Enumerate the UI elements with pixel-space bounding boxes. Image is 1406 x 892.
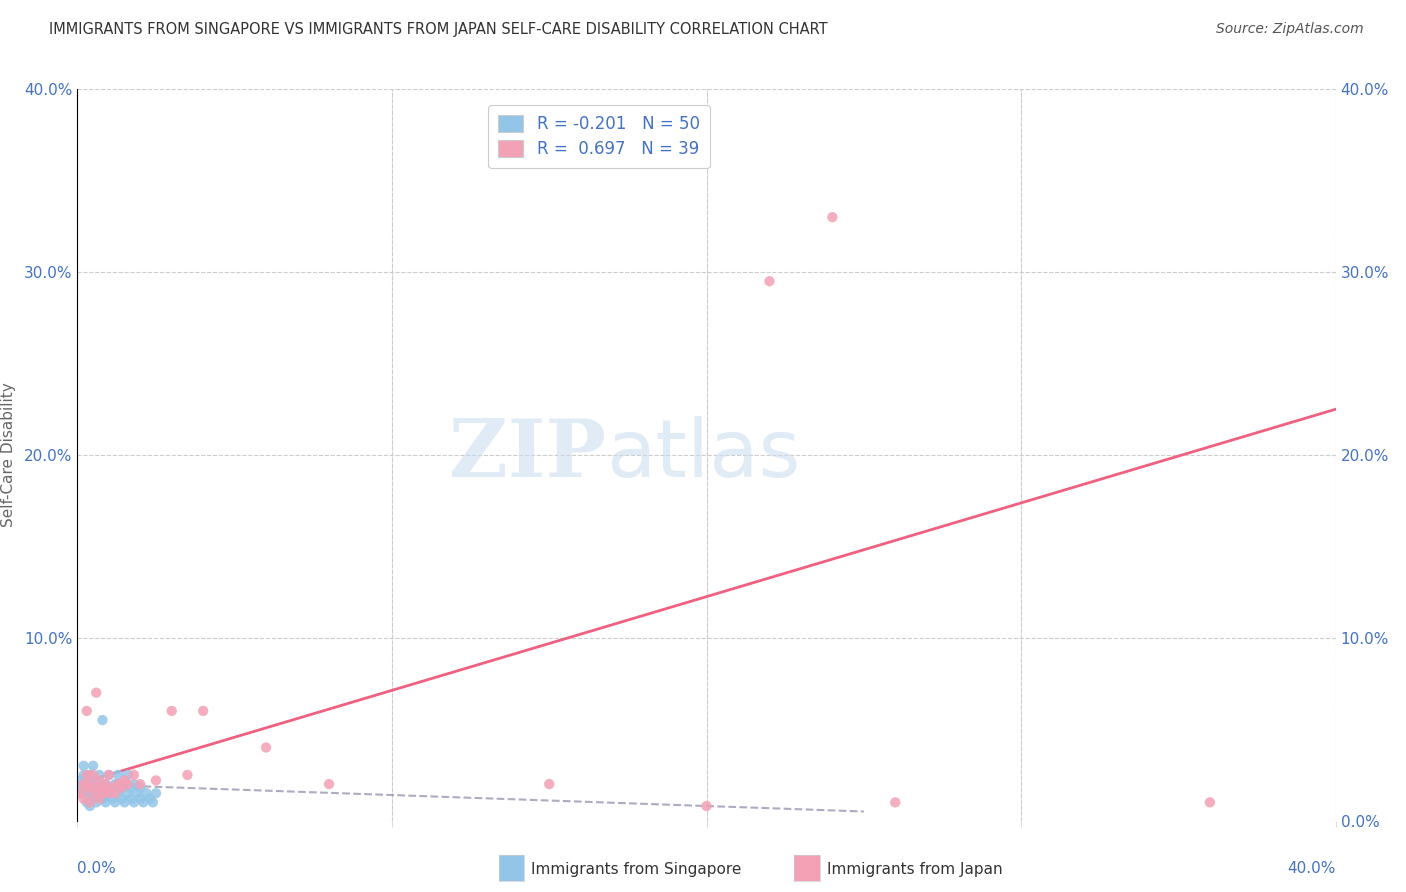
Point [79,768,101,782]
Point [110,780,132,795]
Point [72,768,94,782]
Point [142,796,165,810]
Text: Immigrants from Singapore: Immigrants from Singapore [531,863,742,877]
Point [72,786,94,800]
Point [145,773,167,788]
Point [117,786,139,800]
Point [191,704,215,718]
Point [84,796,107,810]
Point [97,768,120,782]
Point [82,791,104,805]
Point [72,791,94,805]
Point [104,777,127,791]
Point [129,791,152,805]
Point [114,777,136,791]
Point [79,786,101,800]
Point [84,780,107,795]
Point [76,780,98,795]
Point [97,768,120,782]
Point [176,768,198,782]
Point [79,777,101,791]
Point [76,704,98,718]
Point [122,796,145,810]
Point [122,768,145,782]
Point [82,777,104,791]
Point [76,780,98,795]
Point [89,786,111,800]
Text: 0.0%: 0.0% [77,861,117,876]
Point [69,780,91,795]
Point [82,758,104,772]
Point [821,211,844,225]
Point [84,773,107,788]
Point [114,773,136,788]
Point [91,786,114,800]
Point [145,786,167,800]
Point [132,796,155,810]
Point [884,796,907,810]
Point [107,777,129,791]
Point [104,796,127,810]
Point [94,777,117,791]
Point [79,796,101,810]
Point [89,768,111,782]
Point [538,777,561,791]
Point [120,780,142,795]
Y-axis label: Self-Care Disability: Self-Care Disability [0,383,15,527]
Point [107,786,129,800]
Point [69,786,91,800]
Point [94,777,117,791]
Legend: R = -0.201   N = 50, R =  0.697   N = 39: R = -0.201 N = 50, R = 0.697 N = 39 [488,105,710,168]
Point [110,791,132,805]
Point [91,791,114,805]
Point [1199,796,1222,810]
Point [97,786,120,800]
Point [91,780,114,795]
Point [138,791,160,805]
Point [117,777,139,791]
Point [82,768,104,782]
Text: 40.0%: 40.0% [1288,861,1336,876]
Point [72,758,94,772]
Point [318,777,340,791]
Point [89,773,111,788]
Point [97,786,120,800]
Text: Immigrants from Japan: Immigrants from Japan [827,863,1002,877]
Point [114,796,136,810]
Point [84,780,107,795]
Point [135,786,157,800]
Point [91,713,114,727]
Text: Source: ZipAtlas.com: Source: ZipAtlas.com [1216,22,1364,37]
Point [76,773,98,788]
Point [101,780,124,795]
Text: IMMIGRANTS FROM SINGAPORE VS IMMIGRANTS FROM JAPAN SELF-CARE DISABILITY CORRELAT: IMMIGRANTS FROM SINGAPORE VS IMMIGRANTS … [49,22,828,37]
Point [79,799,101,814]
Point [91,780,114,795]
Point [104,786,127,800]
Point [101,791,124,805]
Point [254,740,277,755]
Point [129,780,152,795]
Point [117,768,139,782]
Point [127,786,149,800]
Point [76,768,98,782]
Point [76,796,98,810]
Point [160,704,183,718]
Point [82,786,104,800]
Point [84,685,107,699]
Point [107,768,129,782]
Point [122,777,145,791]
Point [110,780,132,795]
Text: atlas: atlas [606,416,800,494]
Point [101,780,124,795]
Point [129,777,152,791]
Point [696,799,718,814]
Point [69,773,91,788]
Text: ZIP: ZIP [449,416,606,494]
Point [120,791,142,805]
Point [94,796,117,810]
Point [758,274,780,288]
Point [72,777,94,791]
Point [89,791,111,805]
